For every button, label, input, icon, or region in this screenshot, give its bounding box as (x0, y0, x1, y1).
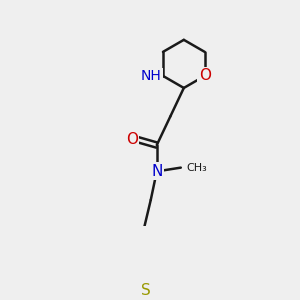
Text: N: N (151, 164, 163, 179)
Text: NH: NH (141, 69, 161, 83)
Text: S: S (140, 284, 150, 298)
Text: CH₃: CH₃ (187, 163, 208, 172)
Text: O: O (126, 132, 138, 147)
Text: O: O (199, 68, 211, 83)
